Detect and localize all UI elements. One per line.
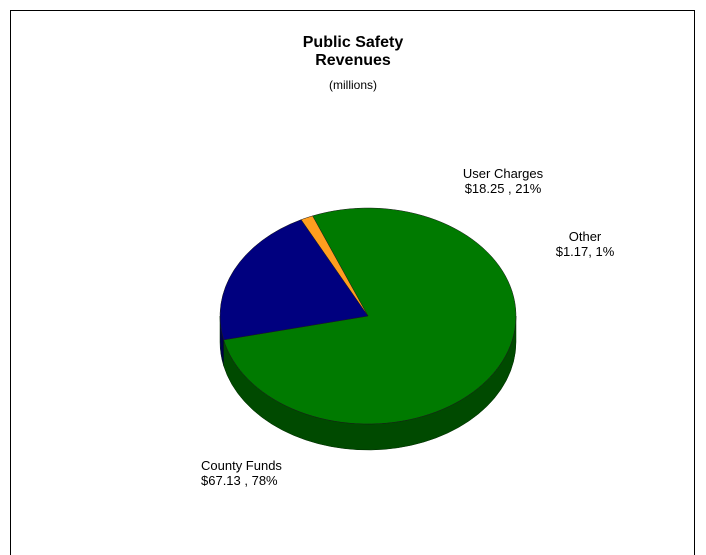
label-county-funds: County Funds $67.13 , 78% xyxy=(201,458,282,488)
chart-title: Public Safety Revenues xyxy=(0,34,706,70)
label-other-value: $1.17, 1% xyxy=(555,244,615,259)
chart-title-line1: Public Safety xyxy=(302,34,404,51)
label-user-charges-value: $18.25 , 21% xyxy=(464,181,542,196)
chart-title-line2: Revenues xyxy=(315,52,391,69)
pie-slice-other xyxy=(300,215,369,317)
label-user-charges: User Charges $18.25 , 21% xyxy=(433,166,573,196)
pie-slice-county-funds xyxy=(223,207,517,425)
label-other: Other $1.17, 1% xyxy=(545,229,625,259)
label-other-name: Other xyxy=(568,229,602,244)
label-county-funds-name: County Funds xyxy=(201,458,282,473)
pie-slice-user-charges xyxy=(219,219,369,341)
chart-subtitle: (millions) xyxy=(329,78,377,92)
label-user-charges-name: User Charges xyxy=(462,166,544,181)
label-county-funds-value: $67.13 , 78% xyxy=(201,473,278,488)
chart-frame xyxy=(10,10,695,555)
